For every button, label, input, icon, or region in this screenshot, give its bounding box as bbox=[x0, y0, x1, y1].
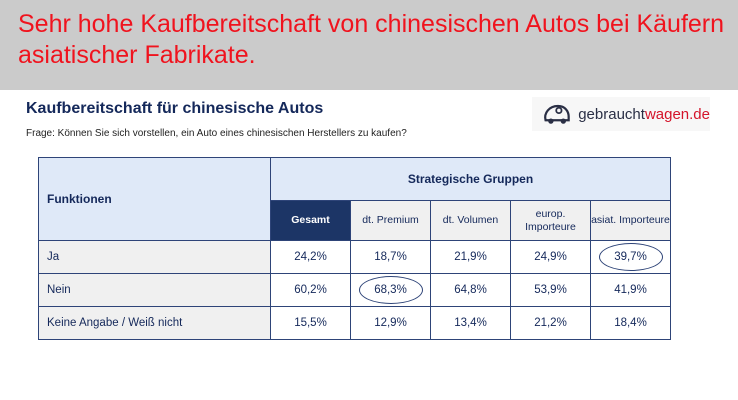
col-header-europ-importeure: europ. Importeure bbox=[510, 200, 591, 241]
highlight-circle bbox=[598, 243, 663, 271]
cell-highlighted: 39,7% bbox=[590, 240, 671, 274]
page-title: Kaufbereitschaft für chinesische Autos bbox=[26, 100, 324, 117]
cell: 41,9% bbox=[590, 273, 671, 307]
row-label: Ja bbox=[38, 240, 271, 274]
cell: 24,2% bbox=[270, 240, 351, 274]
headline-banner: Sehr hohe Kaufbereitschaft von chinesisc… bbox=[0, 0, 738, 90]
cell: 15,5% bbox=[270, 306, 351, 340]
col-header-asiat-importeure: asiat. Importeure bbox=[590, 200, 671, 241]
cell: 18,4% bbox=[590, 306, 671, 340]
cell: 64,8% bbox=[430, 273, 511, 307]
cell: 21,2% bbox=[510, 306, 591, 340]
highlight-circle bbox=[358, 276, 423, 304]
cell: 18,7% bbox=[350, 240, 431, 274]
cell-highlighted: 68,3% bbox=[350, 273, 431, 307]
survey-question: Frage: Können Sie sich vorstellen, ein A… bbox=[26, 128, 407, 139]
col-header-dt-premium: dt. Premium bbox=[350, 200, 431, 241]
group-header: Strategische Gruppen bbox=[270, 157, 671, 201]
col-header-gesamt: Gesamt bbox=[270, 200, 351, 241]
row-label: Nein bbox=[38, 273, 271, 307]
cell: 12,9% bbox=[350, 306, 431, 340]
results-table: Funktionen Strategische Gruppen Gesamt d… bbox=[38, 157, 671, 340]
cell: 21,9% bbox=[430, 240, 511, 274]
table-row: Keine Angabe / Weiß nicht 15,5% 12,9% 13… bbox=[38, 306, 671, 340]
cell: 53,9% bbox=[510, 273, 591, 307]
headline: Sehr hohe Kaufbereitschaft von chinesisc… bbox=[18, 10, 725, 69]
car-icon bbox=[544, 104, 570, 124]
logo-text: gebrauchtwagen.de bbox=[578, 105, 710, 123]
cell: 24,9% bbox=[510, 240, 591, 274]
row-header: Funktionen bbox=[38, 157, 271, 241]
table-row: Ja 24,2% 18,7% 21,9% 24,9% 39,7% bbox=[38, 240, 671, 274]
col-header-dt-volumen: dt. Volumen bbox=[430, 200, 511, 241]
table-row: Nein 60,2% 68,3% 64,8% 53,9% 41,9% bbox=[38, 273, 671, 307]
row-label: Keine Angabe / Weiß nicht bbox=[38, 306, 271, 340]
cell: 60,2% bbox=[270, 273, 351, 307]
logo: gebrauchtwagen.de bbox=[532, 97, 710, 131]
cell: 13,4% bbox=[430, 306, 511, 340]
